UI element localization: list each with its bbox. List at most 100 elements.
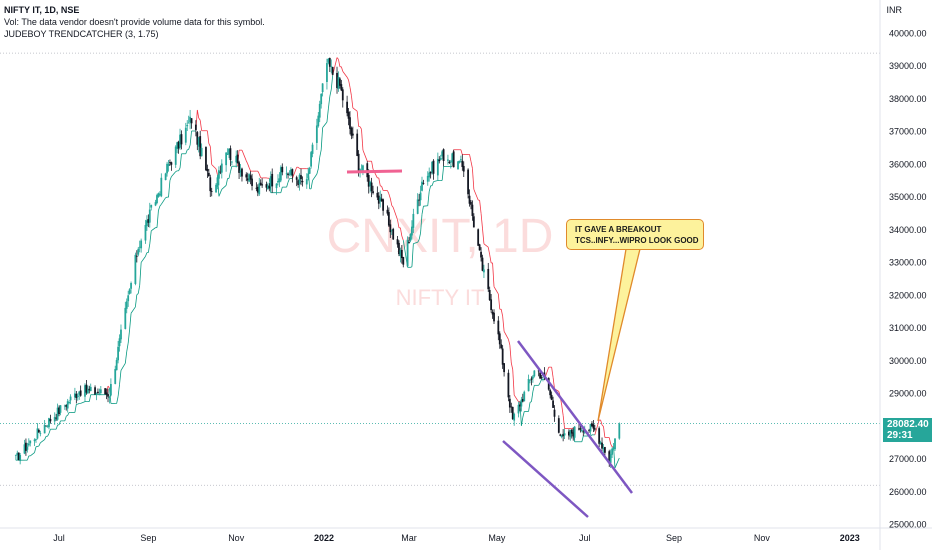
channel-lower-line (502, 440, 589, 518)
trail-segment (420, 214, 423, 234)
x-tick-label: 2022 (314, 533, 334, 543)
trail-segment (26, 455, 30, 461)
trail-segment (126, 342, 129, 352)
y-tick-label: 27000.00 (889, 454, 927, 464)
trail-segment (320, 127, 324, 150)
candle-body (166, 163, 168, 174)
trail-segment (392, 207, 398, 220)
trail-segment (428, 185, 432, 192)
trail-segment (513, 394, 519, 402)
trail-segment (441, 166, 444, 181)
x-tick-label: Sep (666, 533, 682, 543)
candle-body (288, 173, 291, 175)
trail-segment (479, 200, 482, 214)
candle-body (68, 402, 71, 404)
candle-body (592, 424, 595, 429)
candle-body (483, 269, 485, 273)
y-tick-label: 39000.00 (889, 61, 927, 71)
candle-body (560, 435, 563, 438)
candle-body (26, 446, 29, 450)
trail-segment (562, 415, 565, 429)
y-tick-label: 34000.00 (889, 225, 927, 235)
candle-body (458, 160, 461, 163)
candle-body (356, 133, 359, 156)
candle-body (16, 452, 19, 456)
candle-body (452, 151, 455, 168)
candle-body (471, 204, 474, 216)
trail-segment (149, 230, 152, 244)
trail-segment (158, 206, 161, 211)
candle-body (190, 118, 193, 124)
trail-segment (147, 243, 151, 253)
trail-segment (581, 435, 584, 442)
candle-body (359, 169, 361, 172)
trail-segment (124, 351, 128, 364)
candle-body (478, 244, 481, 251)
last-price-badge: 28082.40 29:31 (883, 418, 932, 442)
time-axis: Jul Sep Nov 2022 Mar May Jul Sep Nov 2023 (53, 533, 859, 543)
x-tick-label: May (488, 533, 506, 543)
y-tick-label: 31000.00 (889, 323, 927, 333)
candle-body (523, 391, 526, 402)
candle-body (78, 391, 81, 395)
trail-segment (528, 402, 531, 412)
trail-segment (371, 161, 374, 170)
trail-segment (208, 143, 211, 147)
candle-body (533, 370, 536, 377)
trail-segment (160, 197, 166, 205)
trail-segment (431, 181, 434, 186)
candle-body (501, 348, 504, 365)
candle-body (449, 161, 452, 163)
trail-segment (168, 180, 171, 198)
candle-body (160, 177, 163, 197)
trail-segment (508, 339, 511, 346)
candle-body (98, 393, 101, 395)
candle-body (318, 103, 321, 118)
trail-segment (483, 243, 489, 248)
candle-body (144, 224, 147, 241)
candle-body (462, 165, 465, 172)
candle-body (46, 426, 49, 428)
candles (14, 57, 621, 468)
trail-segment (600, 419, 603, 425)
candle-body (341, 89, 344, 101)
candle-body (530, 378, 533, 380)
trail-segment (531, 391, 534, 402)
trail-segment (387, 190, 390, 194)
candle-body (609, 454, 612, 463)
candle-body (379, 197, 382, 202)
candle-body (399, 250, 402, 257)
candle-body (550, 394, 553, 400)
candle-body (17, 452, 20, 461)
candle-body (205, 147, 207, 171)
candle-body (184, 127, 187, 143)
candle-body (89, 386, 92, 392)
candle-body (593, 428, 596, 430)
trail-segment (129, 313, 132, 330)
candle-body (572, 432, 575, 437)
candle-body (521, 399, 524, 402)
trail-segment (397, 219, 400, 228)
candle-body (421, 181, 423, 191)
candle-body (110, 383, 112, 396)
trail-segment (257, 170, 260, 175)
trail-segment (287, 178, 290, 183)
trail-segment (346, 77, 349, 81)
x-tick-label: Jul (53, 533, 65, 543)
callout-pointer (597, 248, 641, 422)
trail-segment (427, 191, 430, 206)
trail-segment (80, 401, 86, 404)
candle-body (400, 249, 403, 259)
candle-body (197, 137, 200, 147)
trail-segment (291, 167, 298, 179)
trail-segment (489, 254, 492, 264)
trail-segment (310, 180, 313, 189)
x-tick-label: Jul (579, 533, 591, 543)
trail-segment (77, 403, 80, 405)
candle-body (199, 136, 202, 157)
indicator-label[interactable]: JUDEBOY TRENDCATCHER (3, 1.75) (4, 29, 159, 39)
trail-segment (352, 107, 358, 112)
candle-body (150, 204, 153, 208)
candle-body (226, 153, 229, 155)
